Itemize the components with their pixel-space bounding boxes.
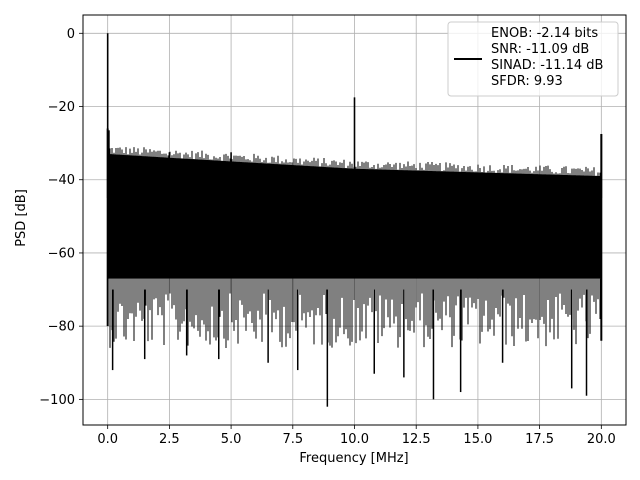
y-axis-label: PSD [dB] xyxy=(14,189,29,247)
x-axis-label: Frequency [MHz] xyxy=(299,451,408,466)
y-tick-label: 0 xyxy=(67,27,75,42)
y-tick-label: −40 xyxy=(48,173,75,188)
x-tick-label: 12.5 xyxy=(402,432,431,447)
y-tick-label: −60 xyxy=(48,246,75,261)
x-tick-label: 17.5 xyxy=(525,432,554,447)
x-tick-label: 5.0 xyxy=(221,432,242,447)
legend-line: SINAD: -11.14 dB xyxy=(491,58,603,73)
legend-label: ENOB: -2.14 bits SNR: -11.09 dB SINAD: -11… xyxy=(491,26,603,89)
y-tick-label: −100 xyxy=(39,393,75,408)
legend-line: SFDR: 9.93 xyxy=(491,74,563,89)
x-tick-label: 20.0 xyxy=(587,432,616,447)
x-tick-label: 2.5 xyxy=(159,432,180,447)
data-layer xyxy=(106,33,603,407)
legend-line: ENOB: -2.14 bits xyxy=(491,26,598,41)
y-tick-label: −20 xyxy=(48,100,75,115)
x-tick-label: 15.0 xyxy=(463,432,492,447)
legend-box xyxy=(447,21,619,97)
ticks: 0.0 2.5 5.0 7.5 10.0 12.5 15.0 17.5 20.0 0 −20 −40 −… xyxy=(39,27,616,447)
x-tick-label: 0.0 xyxy=(97,432,118,447)
x-tick-label: 7.5 xyxy=(282,432,303,447)
x-tick-label: 10.0 xyxy=(340,432,369,447)
legend: ENOB: -2.14 bits SNR: -11.09 dB SINAD: -11… xyxy=(447,21,619,97)
legend-line: SNR: -11.09 dB xyxy=(491,42,589,57)
y-tick-label: −80 xyxy=(48,320,75,335)
